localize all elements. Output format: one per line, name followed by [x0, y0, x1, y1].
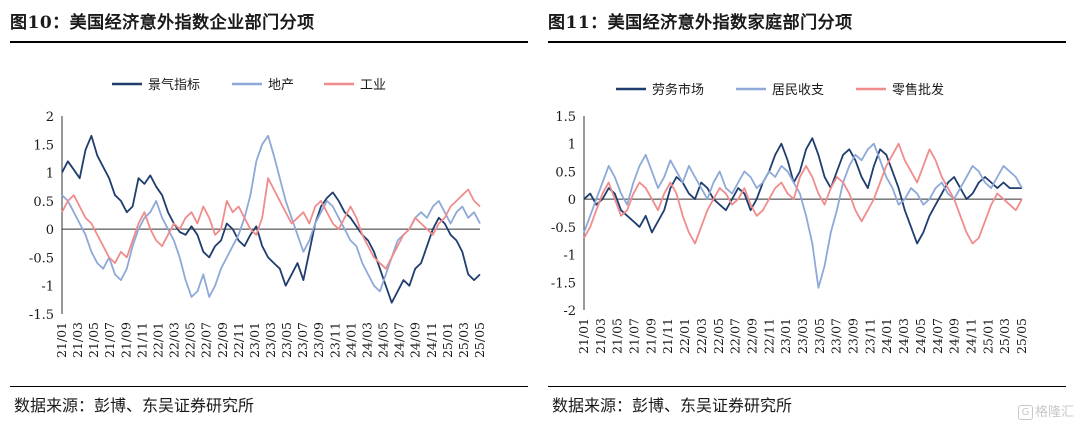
x-tick-label: 25/05 [472, 322, 487, 358]
y-tick-label: -1.5 [551, 276, 576, 291]
x-tick-label: 24/11 [424, 322, 439, 358]
series-line [583, 142, 1023, 245]
title-rule [10, 41, 528, 43]
x-tick-label: 23/09 [846, 318, 861, 354]
x-tick-label: 24/07 [930, 318, 945, 354]
x-tick-label: 24/01 [343, 322, 358, 358]
x-tick-label: 24/03 [359, 322, 374, 358]
x-tick-label: 25/03 [456, 322, 471, 358]
x-tick-label: 22/11 [761, 318, 776, 354]
x-tick-label: 21/09 [643, 318, 658, 354]
x-tick-label: 25/01 [440, 322, 455, 358]
x-tick-label: 22/01 [150, 322, 165, 358]
y-tick-label: 2 [46, 110, 54, 125]
x-tick-label: 21/01 [54, 322, 69, 358]
source-note: 数据来源：彭博、东吴证券研究所 [552, 396, 793, 415]
x-tick-label: 25/03 [997, 318, 1012, 354]
x-tick-label: 22/09 [744, 318, 759, 354]
title-rule [548, 41, 1066, 43]
x-tick-label: 24/11 [963, 318, 978, 354]
brand-logo-icon: G [1017, 405, 1033, 420]
source-rule [10, 386, 528, 387]
x-tick-label: 23/05 [279, 322, 294, 358]
legend-label: 居民收支 [772, 83, 824, 98]
y-tick-label: -1 [41, 280, 54, 295]
chart-panel-10: 图10：美国经济意外指数企业部门分项 景气指标 地产 工业 2 1.5 1 0.5 0 -0.5… [10, 0, 530, 426]
y-tick-label: -2 [563, 304, 576, 319]
x-tick-label: 24/03 [896, 318, 911, 354]
y-tick-label: -0.5 [29, 251, 54, 266]
x-tick-label: 22/07 [199, 322, 214, 358]
series-line [61, 134, 481, 298]
x-tick-label: 23/03 [795, 318, 810, 354]
x-tick-label: 22/03 [167, 322, 182, 358]
x-tick-label: 21/07 [627, 318, 642, 354]
x-tick-label: 25/05 [1014, 318, 1029, 354]
series-line [61, 177, 481, 270]
x-tick-label: 23/07 [295, 322, 310, 358]
watermark: G 格隆汇 [1017, 401, 1074, 420]
chart-title: 图11：美国经济意外指数家庭部门分项 [548, 13, 853, 33]
x-tick-label: 21/05 [610, 318, 625, 354]
x-tick-label: 22/01 [677, 318, 692, 354]
x-tick-label: 24/07 [392, 322, 407, 358]
chart-title: 图10：美国经济意外指数企业部门分项 [10, 13, 315, 33]
x-tick-label: 23/11 [327, 322, 342, 358]
x-tick-label: 22/11 [231, 322, 246, 358]
y-tick-label: 1 [568, 138, 576, 153]
legend-label: 地产 [268, 78, 294, 93]
x-tick-label: 25/01 [980, 318, 995, 354]
y-tick-label: -0.5 [551, 221, 576, 236]
x-tick-label: 21/11 [134, 322, 149, 358]
x-tick-label: 21/03 [70, 322, 85, 358]
watermark-text: 格隆汇 [1034, 405, 1074, 420]
x-tick-label: 21/05 [86, 322, 101, 358]
x-tick-label: 23/01 [778, 318, 793, 354]
y-tick-label: 1.5 [555, 110, 576, 125]
series-line [583, 142, 1023, 289]
x-tick-label: 24/05 [376, 322, 391, 358]
source-note: 数据来源：彭博、东吴证券研究所 [14, 396, 255, 415]
y-tick-label: 1.5 [33, 138, 54, 153]
y-tick-label: 0 [46, 223, 54, 238]
y-tick-label: -1.5 [29, 308, 54, 323]
legend-label: 景气指标 [148, 77, 200, 93]
source-rule [548, 386, 1066, 387]
series-line [583, 137, 1022, 245]
y-tick-label: 1 [46, 167, 54, 182]
x-tick-label: 21/11 [660, 318, 675, 354]
x-tick-label: 22/07 [728, 318, 743, 354]
x-tick-label: 21/07 [102, 322, 117, 358]
x-tick-label: 24/01 [879, 318, 894, 354]
x-tick-label: 22/05 [711, 318, 726, 354]
x-tick-label: 22/05 [183, 322, 198, 358]
y-tick-label: 0.5 [555, 165, 576, 180]
legend-label: 零售批发 [892, 82, 944, 98]
x-tick-label: 23/09 [311, 322, 326, 358]
x-tick-label: 23/11 [862, 318, 877, 354]
y-tick-label: -1 [563, 249, 576, 264]
x-tick-label: 21/09 [118, 322, 133, 358]
x-tick-label: 23/01 [247, 322, 262, 358]
series-line [61, 134, 481, 304]
x-tick-label: 24/05 [913, 318, 928, 354]
x-tick-label: 23/05 [812, 318, 827, 354]
x-tick-label: 23/03 [263, 322, 278, 358]
x-tick-label: 24/09 [947, 318, 962, 354]
x-tick-label: 22/09 [215, 322, 230, 358]
x-tick-label: 22/03 [694, 318, 709, 354]
y-tick-label: 0.5 [33, 195, 54, 210]
x-tick-label: 21/03 [593, 318, 608, 354]
x-tick-label: 23/07 [829, 318, 844, 354]
x-tick-label: 24/09 [408, 322, 423, 358]
chart-panel-11: 图11：美国经济意外指数家庭部门分项 劳务市场 居民收支 零售批发 1.5 1 0.5 0 -… [548, 0, 1068, 426]
y-tick-label: 0 [568, 193, 576, 208]
legend-label: 劳务市场 [652, 82, 704, 98]
legend-label: 工业 [360, 78, 386, 93]
x-tick-label: 21/01 [576, 318, 591, 354]
